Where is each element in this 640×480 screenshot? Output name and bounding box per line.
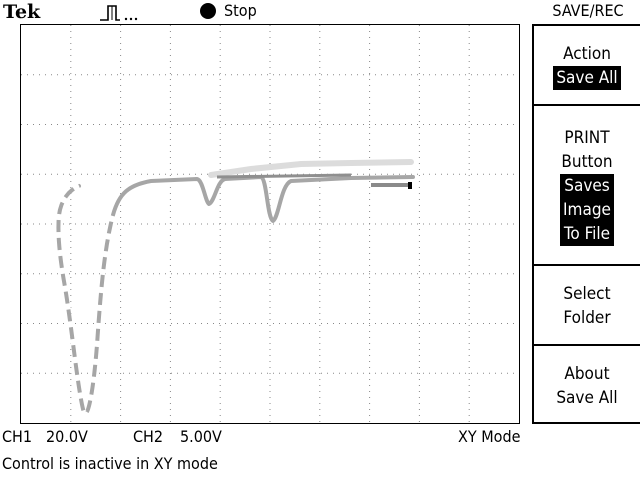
status-message: Control is inactive in XY mode xyxy=(2,454,218,473)
menu-title: SAVE/REC xyxy=(552,1,624,20)
menu-print-value: Saves Image To File xyxy=(560,174,614,246)
menu-print-value-2: Image xyxy=(563,200,611,220)
acquisition-state: Stop xyxy=(224,1,257,20)
ch2-scale: 5.00V xyxy=(180,427,222,446)
menu-print-label-2: Button xyxy=(561,152,613,172)
brand-logo: Tek xyxy=(3,1,41,23)
menu-about[interactable]: About Save All xyxy=(532,344,640,424)
ch1-scale: 20.0V xyxy=(46,427,88,446)
xy-trace-dashed xyxy=(55,183,116,416)
menu-action-label: Action xyxy=(563,44,611,64)
stop-indicator-icon xyxy=(200,3,216,19)
menu-print-value-3: To File xyxy=(563,224,611,244)
waveform-display xyxy=(20,24,520,424)
display-mode: XY Mode xyxy=(458,427,521,446)
menu-action[interactable]: Action Save All xyxy=(532,24,640,104)
menu-action-value: Save All xyxy=(553,66,621,90)
graticule-grid xyxy=(21,25,519,423)
menu-print-button[interactable]: PRINT Button Saves Image To File xyxy=(532,104,640,264)
reference-trace xyxy=(208,159,414,178)
menu-print-value-1: Saves xyxy=(564,176,610,196)
trace-end-marker xyxy=(408,182,412,189)
ch2-label: CH2 xyxy=(133,427,164,446)
xy-trace-main xyxy=(56,175,415,416)
menu-print-label-1: PRINT xyxy=(564,128,610,148)
menu-about-2: Save All xyxy=(556,388,618,408)
menu-about-1: About xyxy=(564,364,610,384)
menu-select-folder-2: Folder xyxy=(563,308,611,328)
menu-select-folder-1: Select xyxy=(563,284,611,304)
pulse-icon xyxy=(98,2,142,22)
xy-trace-overlay xyxy=(216,173,352,179)
menu-select-folder[interactable]: Select Folder xyxy=(532,264,640,344)
ch1-label: CH1 xyxy=(2,427,33,446)
